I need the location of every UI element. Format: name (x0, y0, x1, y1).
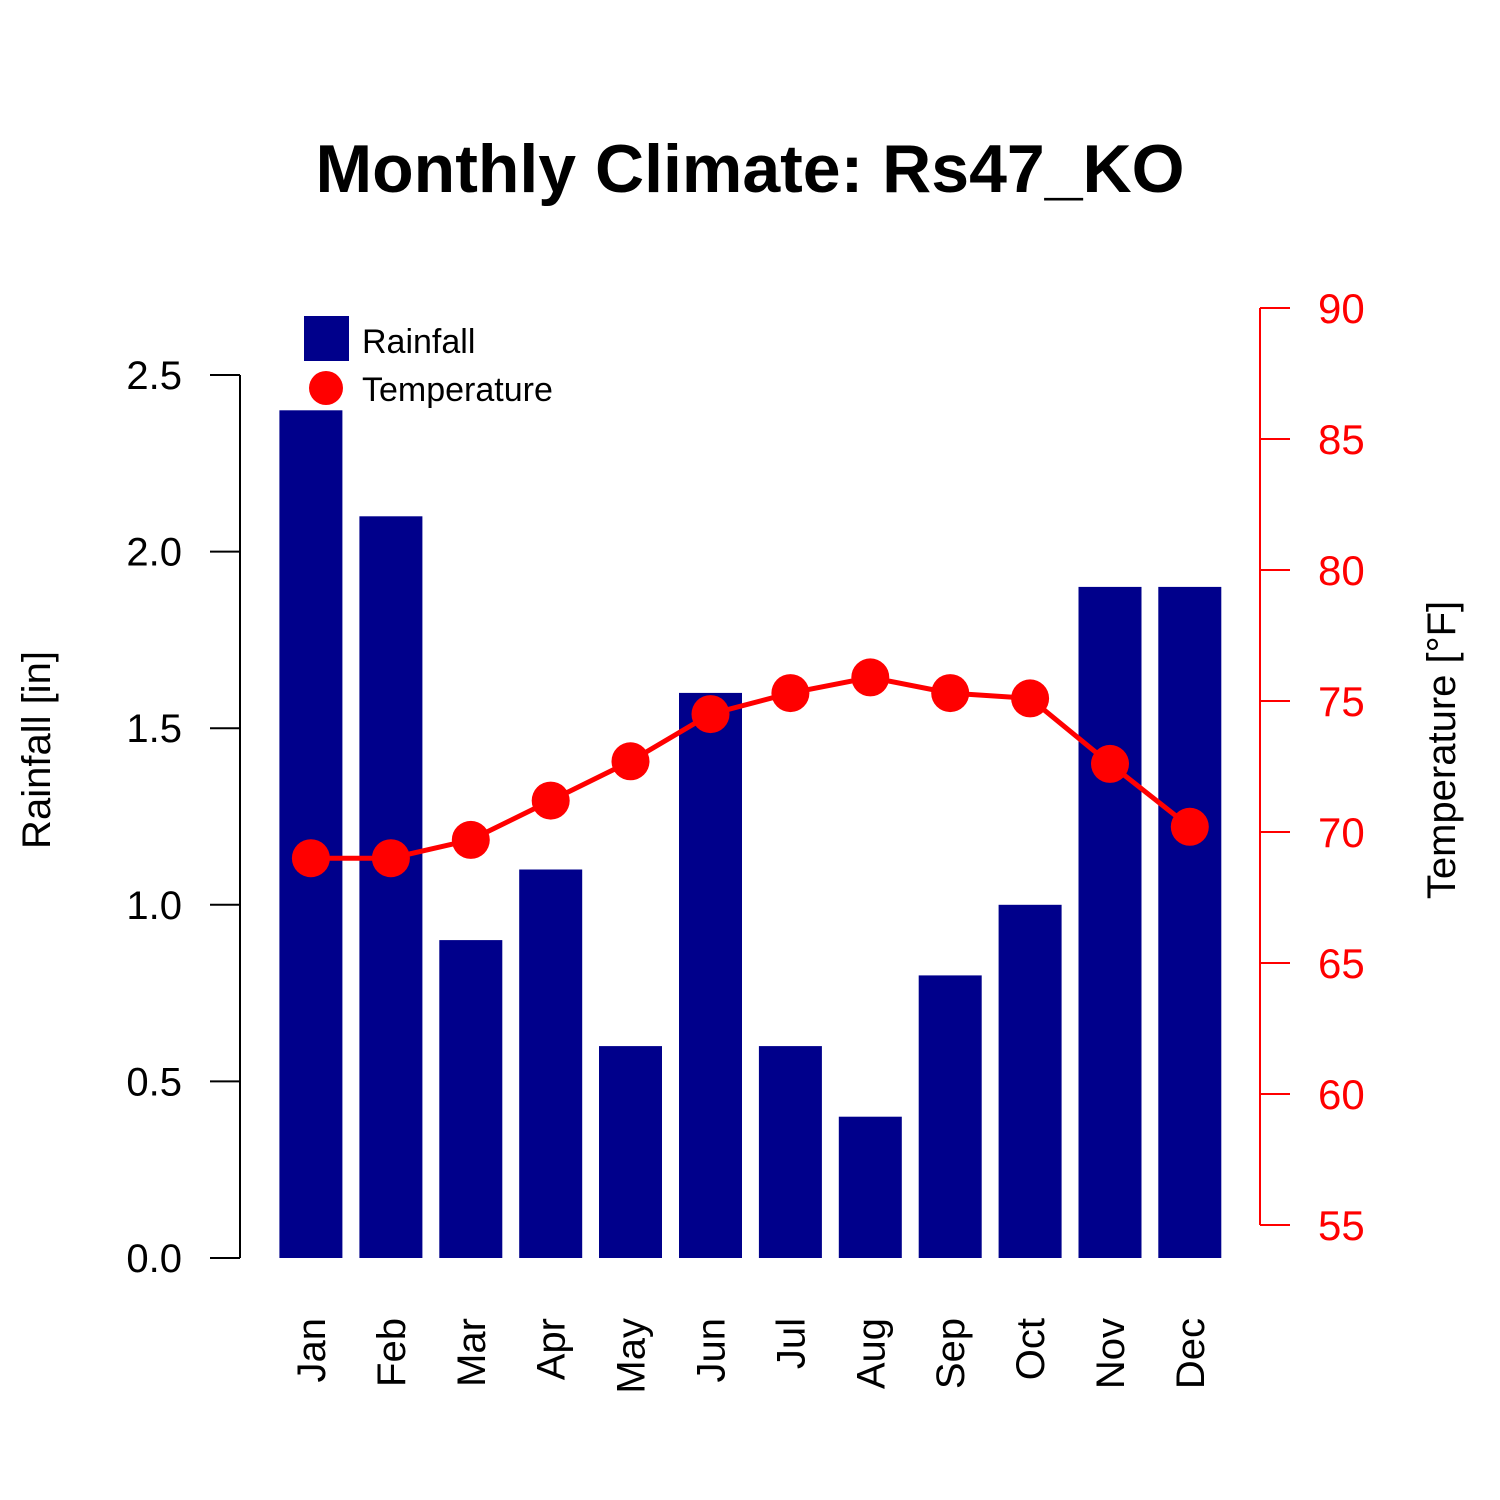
rainfall-bars (279, 410, 1222, 1258)
temperature-point-dec (1170, 807, 1209, 846)
temperature-axis: 55 60 65 70 75 80 85 90 (1259, 285, 1365, 1249)
month-label-jul: Jul (769, 1318, 813, 1369)
rainfall-tick-label: 1.0 (126, 884, 182, 928)
rainfall-tick-label: 0.0 (126, 1237, 182, 1281)
temperature-tick-label: 90 (1318, 285, 1365, 332)
rainfall-bar-jul (758, 1046, 822, 1258)
rainfall-tick-label: 2.5 (126, 354, 182, 398)
rainfall-tick-label: 2.0 (126, 531, 182, 575)
rainfall-bar-aug (838, 1116, 902, 1258)
month-label-apr: Apr (530, 1318, 574, 1380)
temperature-tick-label: 70 (1318, 809, 1365, 856)
legend: Rainfall Temperature (304, 316, 553, 409)
rainfall-bar-feb (359, 516, 423, 1258)
temperature-tick-label: 80 (1318, 547, 1365, 594)
month-label-sep: Sep (929, 1318, 973, 1389)
temperature-point-mar (451, 820, 490, 859)
rainfall-bar-sep (918, 975, 982, 1258)
temperature-tick-label: 55 (1318, 1202, 1365, 1249)
month-label-dec: Dec (1169, 1318, 1213, 1389)
temperature-point-apr (531, 781, 570, 820)
legend-rainfall-label: Rainfall (362, 323, 475, 361)
temperature-point-aug (851, 658, 890, 697)
temperature-line (291, 658, 1209, 878)
rainfall-tick-label: 1.5 (126, 707, 182, 751)
temperature-tick-label: 65 (1318, 940, 1365, 987)
month-label-mar: Mar (450, 1318, 494, 1387)
rainfall-bar-dec (1158, 586, 1222, 1258)
temperature-point-may (611, 742, 650, 781)
rainfall-tick-label: 0.5 (126, 1060, 182, 1104)
temperature-point-oct (1011, 679, 1050, 718)
month-label-nov: Nov (1089, 1318, 1133, 1389)
month-label-oct: Oct (1009, 1318, 1053, 1380)
temperature-point-jul (771, 674, 810, 713)
rainfall-bar-may (599, 1046, 662, 1258)
temperature-tick-label: 85 (1318, 416, 1365, 463)
temperature-point-jan (291, 839, 330, 878)
temperature-point-feb (371, 839, 410, 878)
legend-temperature-label: Temperature (362, 371, 553, 409)
temperature-tick-label: 60 (1318, 1071, 1365, 1118)
rainfall-bar-nov (1078, 586, 1142, 1258)
legend-temperature-marker (309, 371, 343, 405)
month-label-jun: Jun (690, 1318, 734, 1383)
legend-rainfall-swatch (304, 316, 349, 361)
temperature-point-nov (1091, 744, 1129, 783)
temperature-point-sep (931, 674, 970, 713)
temperature-point-jun (691, 695, 730, 734)
temperature-line-path (310, 674, 1192, 861)
rainfall-axis: 0.0 0.5 1.0 1.5 2.0 2.5 (126, 354, 241, 1281)
month-labels: Jan Feb Mar Apr May Jun Jul Aug Sep Oct Nov Dec (290, 1318, 1213, 1394)
rainfall-bar-apr (519, 869, 583, 1258)
rainfall-axis-label: Rainfall [in] (15, 651, 59, 849)
temperature-tick-label: 75 (1318, 678, 1365, 725)
rainfall-bar-oct (998, 904, 1062, 1258)
rainfall-bar-jan (279, 410, 343, 1258)
month-label-feb: Feb (370, 1318, 414, 1387)
month-label-aug: Aug (849, 1318, 893, 1389)
temperature-axis-label: Temperature [°F] (1420, 601, 1464, 899)
rainfall-bar-jun (679, 692, 742, 1258)
chart-title: Monthly Climate: Rs47_KO (315, 131, 1184, 207)
month-label-may: May (610, 1318, 654, 1394)
rainfall-bar-mar (439, 940, 503, 1258)
month-label-jan: Jan (290, 1318, 334, 1383)
